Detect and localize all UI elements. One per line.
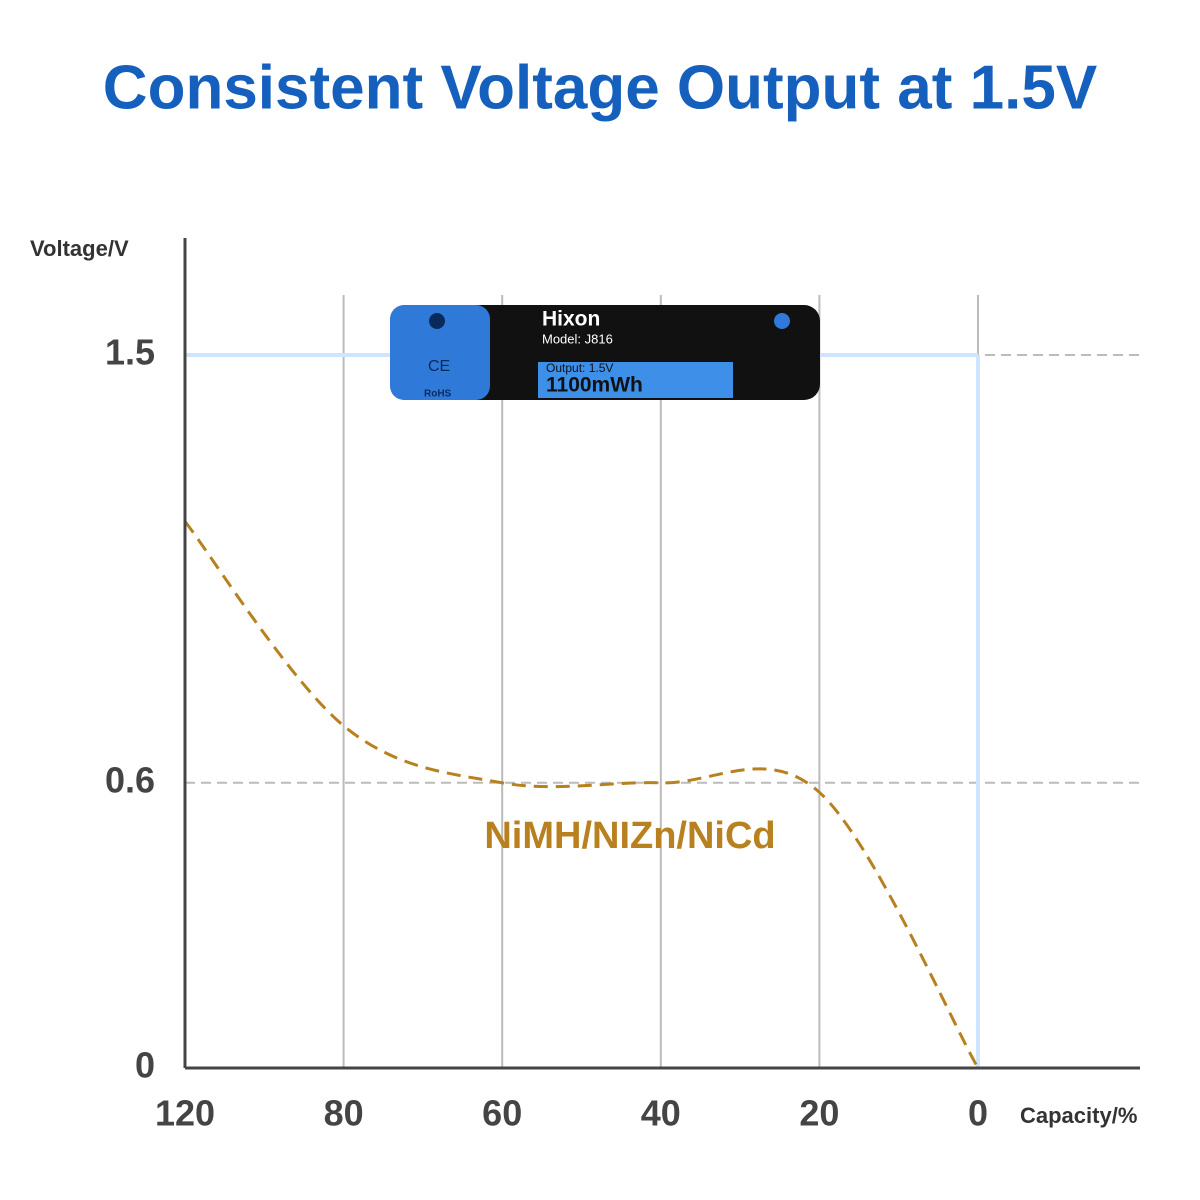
battery-capacity: 1100mWh [546, 374, 643, 397]
plus-icon [429, 313, 445, 329]
chart-title: Consistent Voltage Output at 1.5V [103, 53, 1097, 122]
plot: NiMH/NIZn/NiCd [183, 335, 998, 1069]
battery-label-panel [538, 362, 733, 398]
x-tick-label: 60 [482, 1093, 522, 1134]
battery-brand: Hixon [542, 308, 600, 331]
battery-output: Output: 1.5V [546, 361, 613, 375]
rohs-mark: RoHS [424, 389, 452, 400]
x-tick-label: 120 [155, 1093, 215, 1134]
battery-model: Model: J816 [542, 331, 613, 346]
battery-cap [390, 305, 490, 400]
y-tick-label: 0.6 [105, 759, 155, 800]
x-axis-label: Capacity/% [1020, 1103, 1137, 1128]
battery: Hixon Model: J816 Output: 1.5V 1100mWh C… [390, 305, 820, 400]
x-tick-label: 80 [324, 1093, 364, 1134]
y-axis-label: Voltage/V [30, 236, 129, 261]
x-tick-label: 20 [799, 1093, 839, 1134]
series-label: NiMH/NIZn/NiCd [484, 815, 775, 857]
dashed-line [183, 520, 980, 1069]
x-tick-label: 0 [968, 1093, 988, 1134]
y-tick-label: 1.5 [105, 332, 155, 373]
y-tick-label: 0 [135, 1045, 155, 1086]
minus-icon [774, 313, 790, 329]
ce-mark: CE [428, 358, 450, 375]
x-tick-label: 40 [641, 1093, 681, 1134]
